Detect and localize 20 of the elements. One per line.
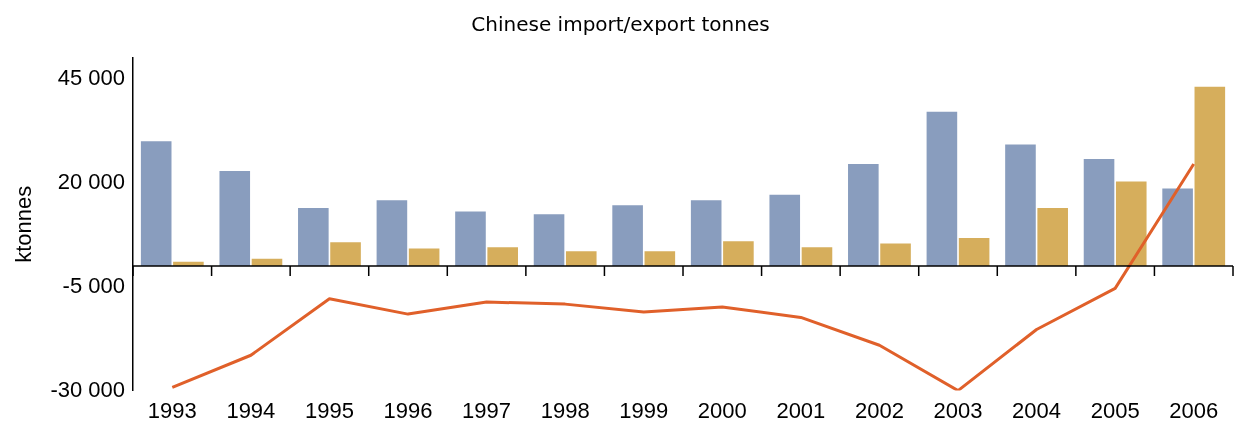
x-tick-label: 2000 (697, 397, 747, 423)
x-tick-label: 1995 (304, 397, 354, 423)
x-tick-label: 2005 (1090, 397, 1140, 423)
x-tick-label: 1996 (383, 397, 433, 423)
y-tick-label: -5 000 (62, 272, 126, 298)
x-tick-label: 1997 (462, 397, 512, 423)
x-tick-label: 2001 (776, 397, 826, 423)
chart-title: Chinese import/export tonnes (471, 12, 770, 37)
y-tick-label: -30 000 (50, 376, 126, 402)
y-tick-label: 20 000 (57, 168, 126, 194)
x-tick-label: 2004 (1012, 397, 1062, 423)
x-tick-label: 2002 (854, 397, 904, 423)
x-tick-label: 1999 (619, 397, 669, 423)
x-tick-label: 1994 (226, 397, 276, 423)
x-tick-label: 1993 (147, 397, 197, 423)
y-axis-title: ktonnes (11, 185, 37, 263)
x-tick-label: 2003 (933, 397, 983, 423)
y-tick-label: 45 000 (57, 64, 126, 90)
x-tick-label: 1998 (540, 397, 590, 423)
x-tick-label: 2006 (1169, 397, 1219, 423)
